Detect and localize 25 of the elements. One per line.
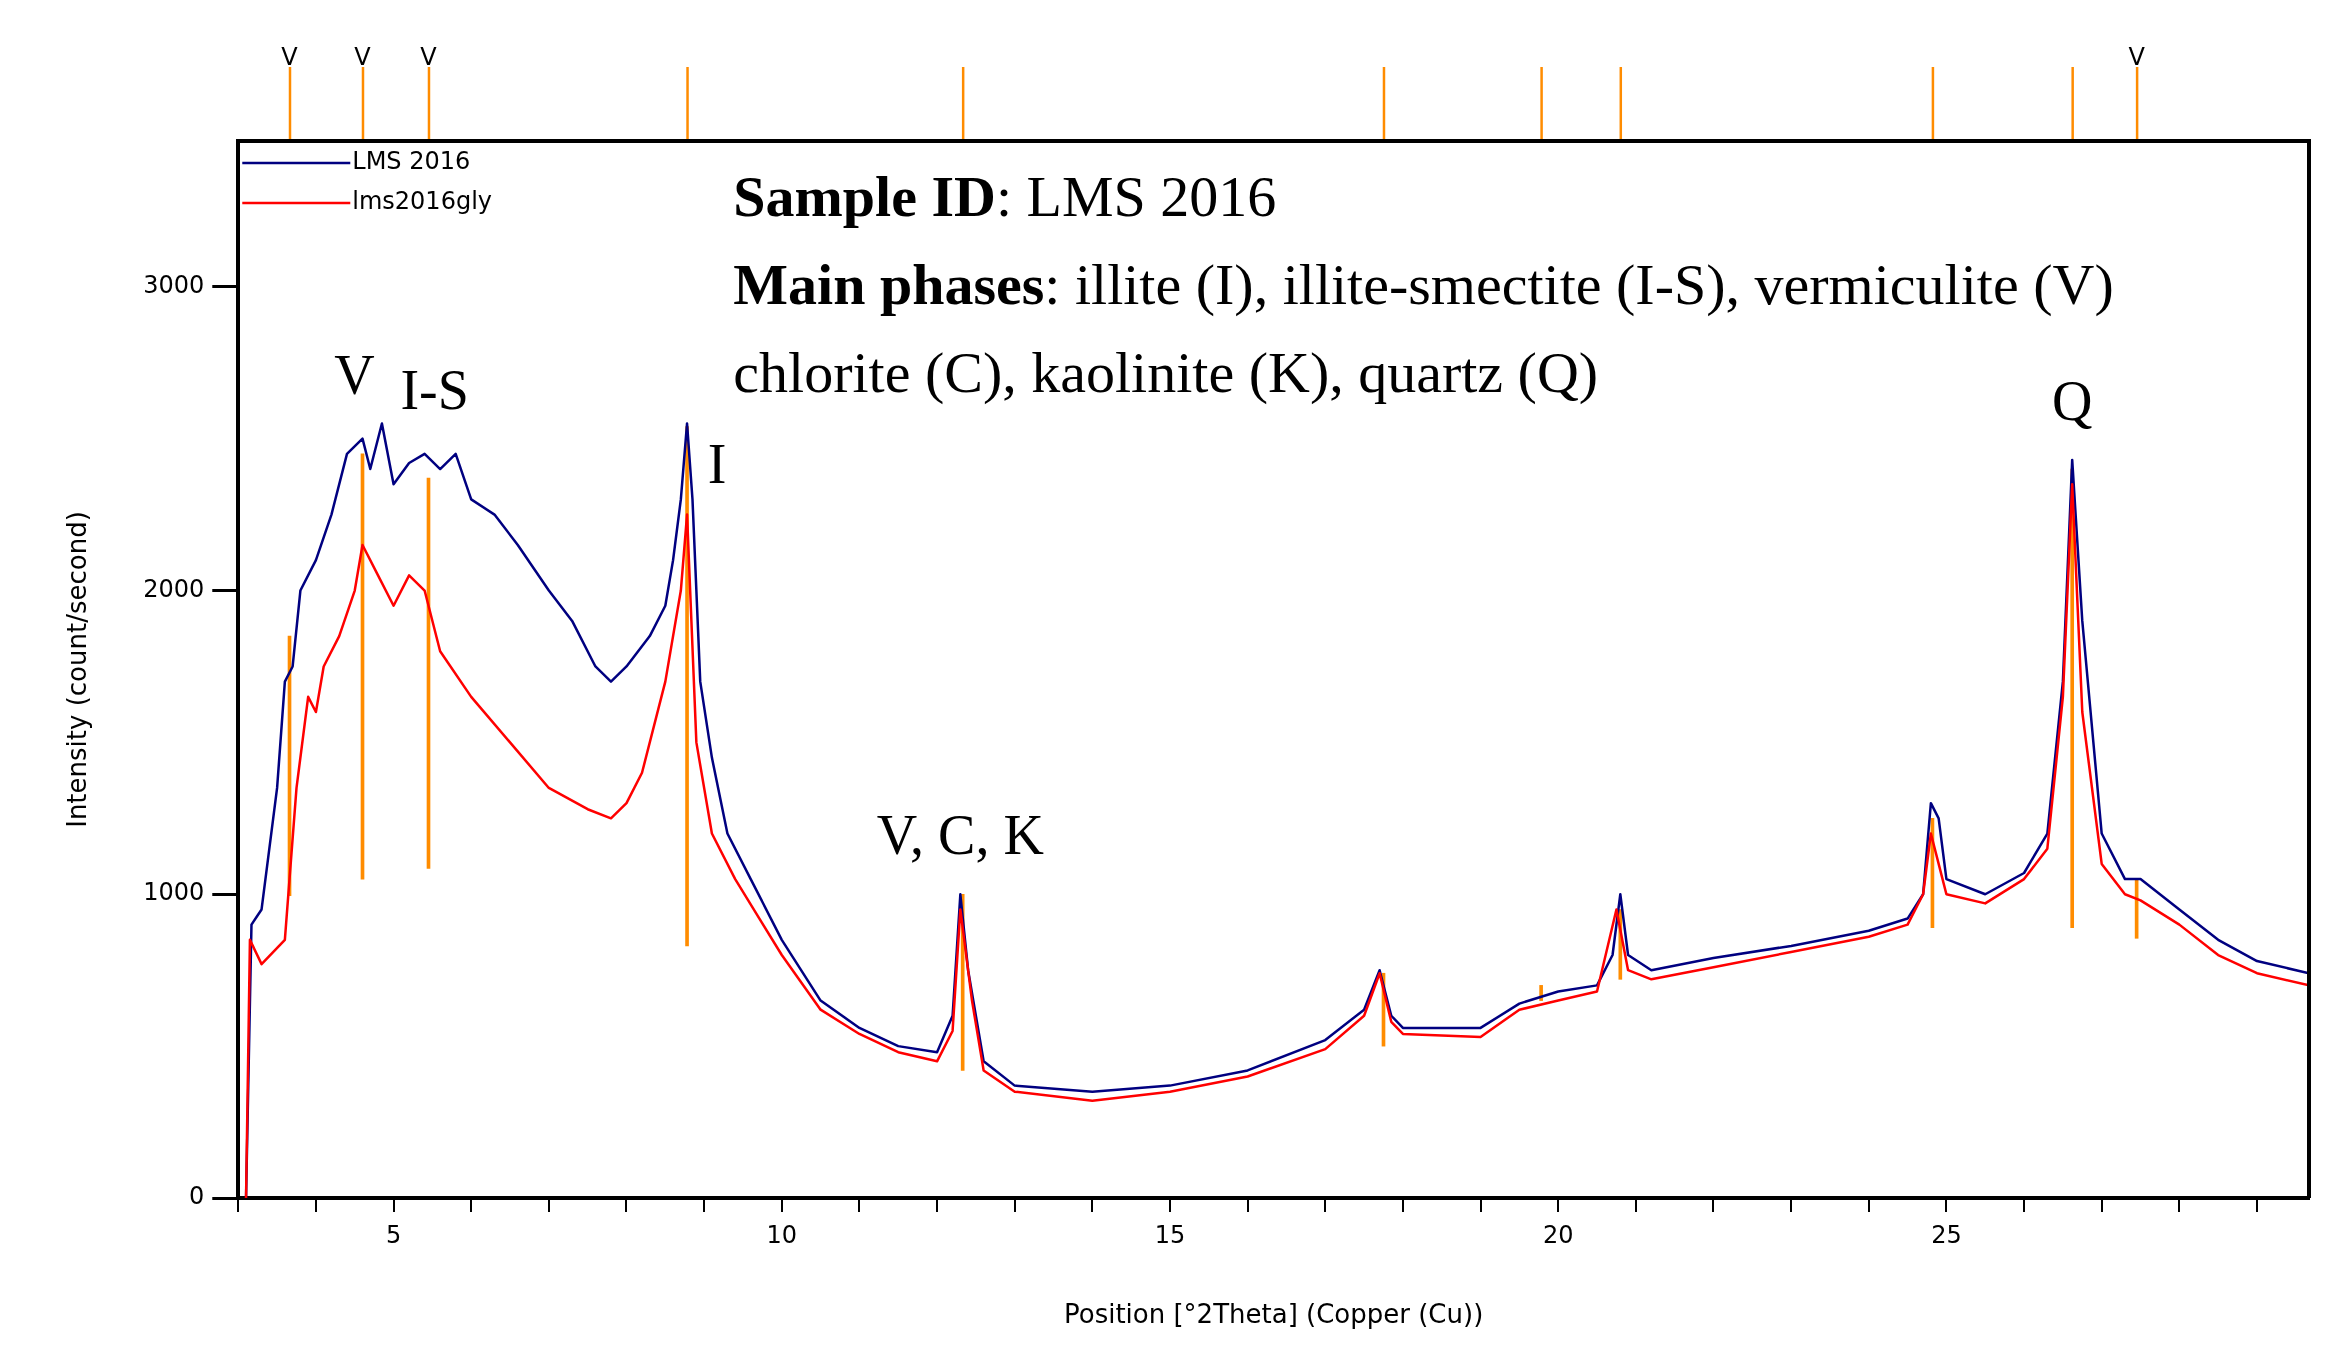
- annotation: chlorite (C), kaolinite (K), quartz (Q): [733, 340, 1599, 405]
- x-tick-label: 20: [1542, 1220, 1574, 1249]
- x-tick-label: 10: [766, 1220, 798, 1249]
- x-tick-label: 5: [385, 1220, 402, 1249]
- x-tick-label: 25: [1931, 1220, 1962, 1249]
- annotation: V: [2128, 43, 2146, 72]
- y-tick-label: 2000: [143, 574, 205, 603]
- legend-label: lms2016gly: [352, 187, 493, 216]
- y-tick-label: 1000: [143, 878, 205, 907]
- annotation: V, C, K: [876, 804, 1044, 867]
- annotation: I-S: [400, 358, 469, 421]
- y-tick-label: 3000: [143, 271, 205, 300]
- annotation: Main phases: illite (I), illite-smectite (I-S), vermiculite (V): [733, 252, 2114, 317]
- annotation: Sample ID: LMS 2016: [733, 164, 1277, 229]
- y-axis-title: Intensity (count/second): [62, 511, 93, 828]
- annotation: V: [354, 43, 372, 72]
- legend-label: LMS 2016: [352, 147, 471, 176]
- annotation: V: [281, 43, 299, 72]
- x-tick-label: 15: [1154, 1220, 1186, 1249]
- y-tick-label: 0: [189, 1182, 205, 1211]
- annotation: V: [420, 43, 438, 72]
- annotation: Q: [2051, 369, 2093, 432]
- annotation: I: [707, 433, 727, 496]
- annotation: V: [334, 343, 375, 406]
- x-axis-title: Position [°2Theta] (Copper (Cu)): [1063, 1299, 1484, 1330]
